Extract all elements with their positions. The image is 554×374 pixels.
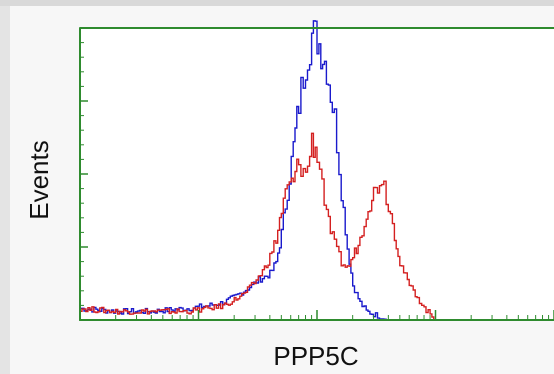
series-layer (80, 20, 436, 321)
left-strip (0, 6, 10, 374)
y-axis-label: Events (24, 140, 54, 220)
series-line-2 (80, 132, 436, 321)
plot-area (80, 28, 554, 320)
x-axis-label: PPP5C (273, 341, 358, 371)
top-strip (0, 0, 554, 6)
series-line-1 (80, 20, 389, 321)
axis-ticks (79, 27, 554, 321)
